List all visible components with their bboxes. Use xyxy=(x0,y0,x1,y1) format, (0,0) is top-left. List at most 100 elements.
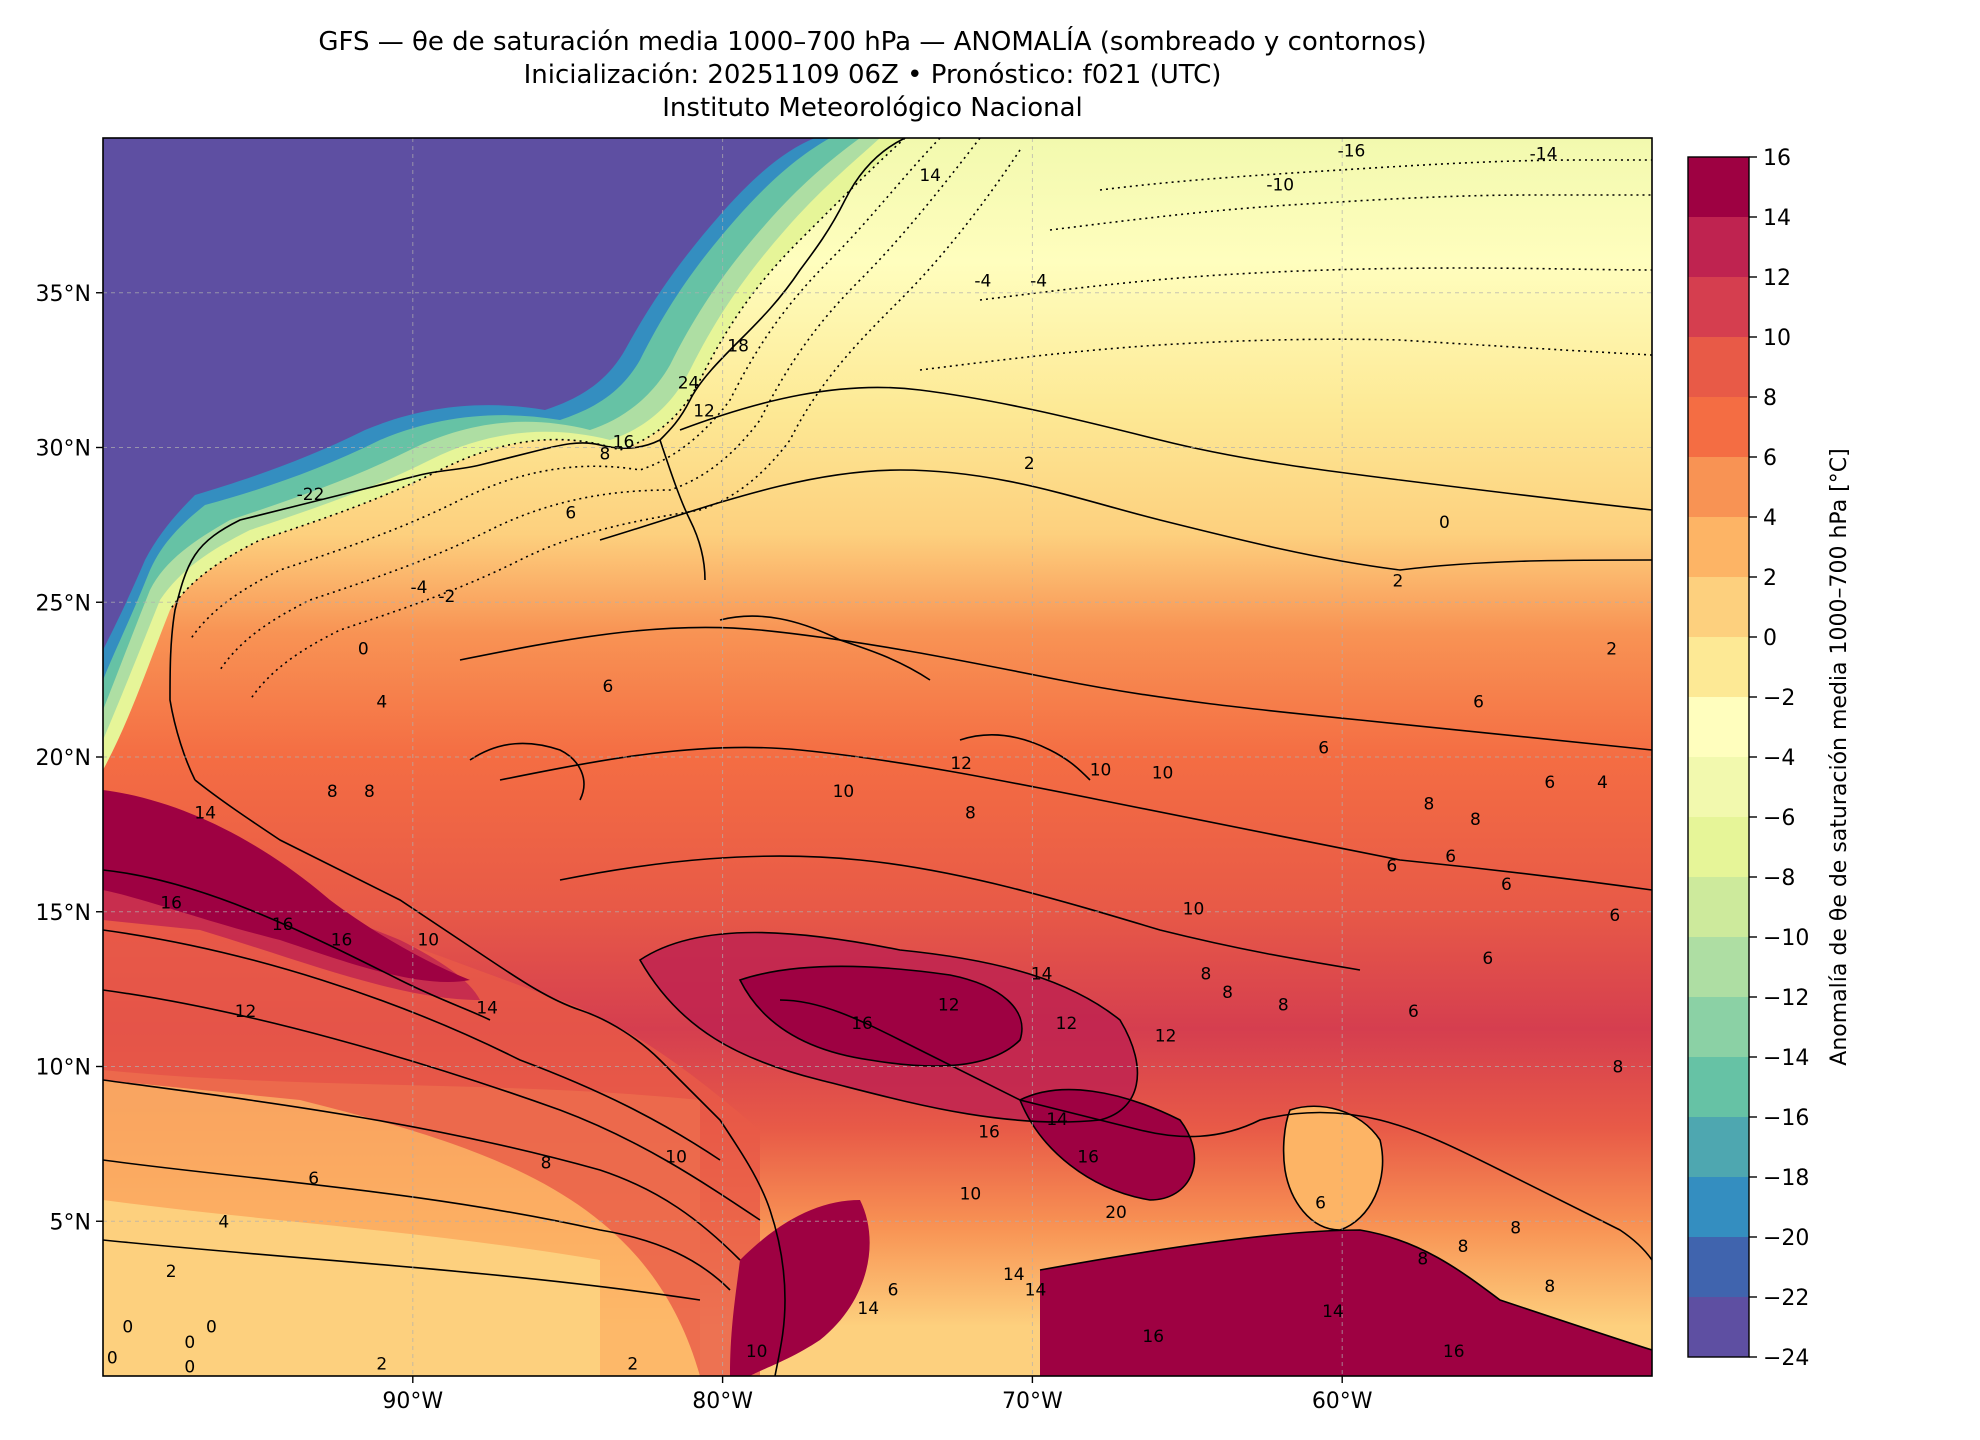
contour-label: -22 xyxy=(297,485,325,505)
contour-label: 10 xyxy=(833,782,855,802)
contour-label: 16 xyxy=(613,432,635,452)
contour-label: 6 xyxy=(603,677,614,697)
colorbar-tick-label: −18 xyxy=(1763,1166,1809,1191)
contour-label: 12 xyxy=(1155,1027,1177,1047)
south-america-north-coastline xyxy=(779,999,1652,1261)
contour-label: 0 xyxy=(107,1348,118,1368)
colorbar-tick-label: −8 xyxy=(1763,866,1795,891)
longitude-axis: 90°W 80°W 70°W 60°W xyxy=(382,1376,1373,1414)
contour-4-atlantic xyxy=(599,469,1652,571)
colorbar-swatch xyxy=(1688,1237,1749,1297)
colorbar-swatch xyxy=(1688,397,1749,457)
contour-16-closed xyxy=(738,965,1023,1067)
caribbean-max-anomaly xyxy=(740,966,1022,1066)
colorbar-tick-label: −12 xyxy=(1763,986,1809,1011)
contour-label: 2 xyxy=(166,1262,177,1282)
contour-label: 14 xyxy=(857,1299,879,1319)
lat-tick-label: 30°N xyxy=(36,437,91,462)
colorbar-tick-label: −6 xyxy=(1763,806,1795,831)
contour-label: 24 xyxy=(678,374,700,394)
contour-label: 6 xyxy=(1445,847,1456,867)
lon-tick-label: 90°W xyxy=(382,1389,443,1414)
yucatan-coastline xyxy=(469,742,585,801)
contour-label: 8 xyxy=(1544,1277,1555,1297)
contour-label: 10 xyxy=(1183,900,1205,920)
contour-label: 6 xyxy=(1609,906,1620,926)
contour-label: 12 xyxy=(693,401,715,421)
contour-16-venezuela xyxy=(1018,1088,1196,1201)
contour-label: 14 xyxy=(194,804,216,824)
colorbar-swatch xyxy=(1688,877,1749,937)
contour-label: 16 xyxy=(978,1122,1000,1142)
colorbar-swatch xyxy=(1688,817,1749,877)
central-america-coastline xyxy=(194,779,786,1376)
colorbar-tick-label: −16 xyxy=(1763,1106,1809,1131)
latitude-axis: 35°N 30°N 25°N 20°N 15°N 10°N 5°N xyxy=(36,282,103,1235)
colorbar-tick-label: −4 xyxy=(1763,746,1795,771)
colorbar-swatch xyxy=(1688,1297,1749,1357)
pacific-moderate-band xyxy=(103,860,760,1376)
amazon-max-anomaly xyxy=(1040,1230,1652,1376)
contour-label: 18 xyxy=(727,336,749,356)
contour-label: 8 xyxy=(1470,810,1481,830)
contour-label: 4 xyxy=(376,692,387,712)
contour-label: 6 xyxy=(1544,773,1555,793)
colorbar-ticks: 16 14 12 10 8 6 4 2 0 −2 −4 −6 −8 −10 −12 −14 −16 −18 −20 −… xyxy=(1749,146,1809,1371)
colorbar-tick-label: −24 xyxy=(1763,1346,1809,1371)
contour-label: 8 xyxy=(327,782,338,802)
contour-label: 10 xyxy=(1090,760,1112,780)
colorbar-swatch xyxy=(1688,277,1749,337)
colorbar-swatch xyxy=(1688,997,1749,1057)
contour-label: 16 xyxy=(1077,1147,1099,1167)
contour-label: 8 xyxy=(1458,1237,1469,1257)
lat-tick-label: 15°N xyxy=(36,901,91,926)
contour-6-caribbean xyxy=(459,626,1652,751)
contour-label: 16 xyxy=(851,1014,873,1034)
contour-label: 14 xyxy=(1031,965,1053,985)
coastlines xyxy=(169,138,1652,1376)
colorbar-tick-label: −14 xyxy=(1763,1046,1809,1071)
contour-label: 14 xyxy=(476,999,498,1019)
contour-12 xyxy=(103,869,491,1021)
contour-label: 10 xyxy=(1152,763,1174,783)
colorbar-swatches xyxy=(1688,157,1749,1357)
contour-label: 2 xyxy=(1393,572,1404,592)
colorbar-label: Anomalía de θe de saturación media 1000–… xyxy=(1827,448,1852,1065)
contour-label: 2 xyxy=(1024,454,1035,474)
contour-label: 6 xyxy=(565,503,576,523)
contour-label: 8 xyxy=(1200,965,1211,985)
colorbar-tick-label: −2 xyxy=(1763,686,1795,711)
contour-label: 0 xyxy=(122,1317,133,1337)
colorbar-swatch xyxy=(1688,337,1749,397)
contour-2 xyxy=(103,1239,701,1301)
colorbar-tick-label: 10 xyxy=(1763,326,1791,351)
contour-label: 2 xyxy=(627,1355,638,1375)
contour-label: -16 xyxy=(1338,141,1366,161)
contour-6 xyxy=(103,1079,741,1261)
florida-peninsula xyxy=(659,439,706,581)
contour-label: 16 xyxy=(331,931,353,951)
colorbar-tick-label: 6 xyxy=(1763,446,1777,471)
contour-label: 10 xyxy=(665,1147,687,1167)
contour-label: 6 xyxy=(1482,949,1493,969)
us-mexico-coastline xyxy=(169,138,906,781)
contour-label: 4 xyxy=(218,1212,229,1232)
anomaly-shading xyxy=(103,138,1652,1376)
contour-label: 2 xyxy=(376,1355,387,1375)
contour-label: 6 xyxy=(1408,1002,1419,1022)
contour-label: 0 xyxy=(184,1333,195,1353)
colorbar-tick-label: 16 xyxy=(1763,146,1791,171)
colorbar-tick-label: 8 xyxy=(1763,386,1777,411)
contour-label: 10 xyxy=(960,1184,982,1204)
colorbar-tick-label: −22 xyxy=(1763,1286,1809,1311)
andes-max-anomaly xyxy=(730,1200,870,1376)
contour-label: 8 xyxy=(599,445,610,465)
contour-label: 14 xyxy=(1003,1265,1025,1285)
contour-label: 0 xyxy=(358,640,369,660)
lon-tick-label: 60°W xyxy=(1312,1389,1373,1414)
pacific-weak-anomaly xyxy=(103,1200,600,1376)
contour-label: 14 xyxy=(1322,1302,1344,1322)
gridlines xyxy=(103,138,1652,1376)
